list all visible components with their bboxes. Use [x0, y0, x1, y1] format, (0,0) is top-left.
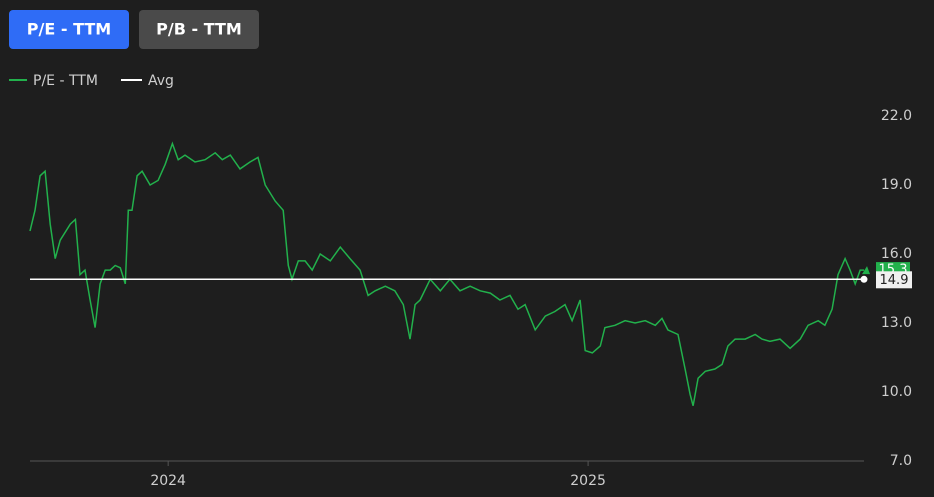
pe-button-label[interactable]: P/E - TTM: [27, 20, 111, 39]
y-tick-label: 7.0: [890, 453, 912, 469]
y-tick-label: 19.0: [881, 177, 912, 193]
last-marker: [862, 266, 870, 275]
x-tick-label: 2025: [570, 473, 606, 489]
pe-line: [29, 141, 864, 406]
y-tick-label: 16.0: [881, 246, 912, 262]
x-tick-label: 2024: [150, 473, 186, 489]
pb-button[interactable]: [139, 10, 259, 49]
y-tick-label: 10.0: [881, 384, 912, 400]
avg-label: 14.9: [880, 273, 909, 288]
pe-button[interactable]: [9, 10, 129, 49]
avg-dot: [860, 275, 868, 283]
y-tick-label: 22.0: [881, 108, 912, 124]
y-tick-label: 13.0: [881, 315, 912, 331]
legend-label[interactable]: Avg: [148, 73, 174, 89]
avg-tag: [876, 271, 912, 289]
legend-label[interactable]: P/E - TTM: [33, 73, 98, 89]
pb-button-label[interactable]: P/B - TTM: [156, 20, 242, 39]
